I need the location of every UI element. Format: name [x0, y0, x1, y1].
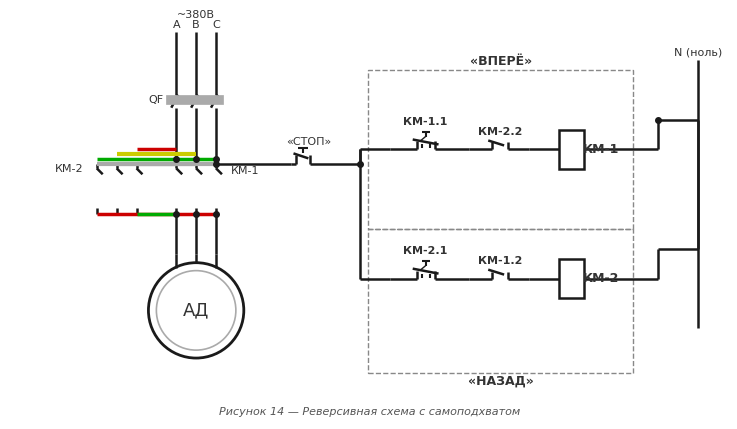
- Text: КМ-1: КМ-1: [583, 143, 620, 156]
- Bar: [368, 229, 633, 373]
- Text: B: B: [192, 20, 200, 30]
- Text: «НАЗАД»: «НАЗАД»: [468, 375, 534, 387]
- Text: ~380В: ~380В: [177, 10, 215, 20]
- Text: C: C: [212, 20, 220, 30]
- Text: A: A: [172, 20, 180, 30]
- Circle shape: [148, 263, 244, 358]
- Bar: [559, 130, 584, 169]
- Text: QF: QF: [148, 95, 164, 105]
- Text: КМ-2.1: КМ-2.1: [403, 246, 448, 256]
- Text: КМ-1: КМ-1: [231, 166, 259, 176]
- Text: N (ноль): N (ноль): [674, 47, 722, 57]
- Circle shape: [156, 271, 236, 350]
- Bar: [559, 259, 584, 299]
- Text: АД: АД: [183, 302, 209, 319]
- Bar: [167, 95, 223, 104]
- Text: КМ-2: КМ-2: [583, 272, 620, 285]
- Text: Рисунок 14 — Реверсивная схема с самоподхватом: Рисунок 14 — Реверсивная схема с самопод…: [220, 407, 520, 417]
- Text: КМ-1.1: КМ-1.1: [403, 117, 448, 127]
- Text: КМ-2.2: КМ-2.2: [478, 127, 523, 136]
- Text: КМ-1.2: КМ-1.2: [478, 256, 523, 266]
- Text: КМ-2: КМ-2: [55, 164, 84, 174]
- Text: «ВПЕРЁ»: «ВПЕРЁ»: [469, 55, 531, 69]
- Text: «СТОП»: «СТОП»: [286, 137, 331, 148]
- Bar: [368, 70, 633, 229]
